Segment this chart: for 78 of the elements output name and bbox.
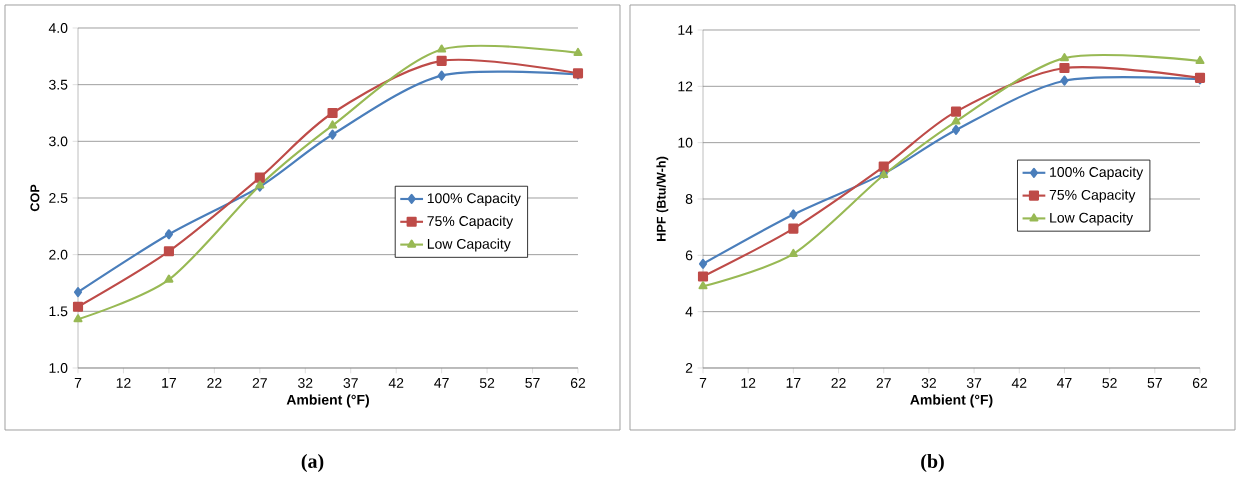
x-tick-label: 22 <box>207 378 222 388</box>
point <box>697 271 709 282</box>
point <box>698 281 708 290</box>
x-tick-label: 47 <box>434 378 449 388</box>
y-tick-label: 8 <box>685 194 693 204</box>
y-tick-label: 6 <box>685 250 693 261</box>
x-axis-title: Ambient (°F) <box>286 394 369 408</box>
point <box>73 314 83 323</box>
x-tick-label: 12 <box>116 378 131 388</box>
x-tick-label: 42 <box>1011 378 1027 388</box>
y-tick-label: 3.5 <box>49 79 68 90</box>
legend-label: Low Capacity <box>427 238 511 252</box>
x-tick-label: 22 <box>831 378 846 388</box>
y-tick-label: 4 <box>685 306 693 317</box>
y-tick-label: 1.5 <box>49 306 68 317</box>
x-tick-label: 17 <box>162 378 176 388</box>
x-tick-label: 62 <box>1192 378 1208 388</box>
x-tick-label: 32 <box>921 378 936 388</box>
point <box>1195 55 1205 65</box>
text: (a) <box>301 453 324 473</box>
y-tick-label: 2 <box>685 363 693 373</box>
y-tick-label: 4.0 <box>48 23 68 33</box>
point <box>436 55 447 66</box>
point <box>878 161 889 172</box>
x-tick-label: 57 <box>1147 378 1162 388</box>
x-tick-label: 7 <box>74 378 82 388</box>
y-axis-title: COP <box>30 184 40 212</box>
legend-label: 100% Capacity <box>427 192 521 206</box>
point <box>73 286 83 298</box>
legend-label: Low Capacity <box>1050 212 1134 226</box>
point <box>254 172 265 183</box>
y-tick-label: 2.0 <box>49 249 68 260</box>
point <box>1059 53 1069 62</box>
point <box>950 106 962 117</box>
x-tick-label: 7 <box>699 378 707 388</box>
point <box>327 107 338 119</box>
y-tick-label: 14 <box>678 25 693 35</box>
point <box>72 301 84 312</box>
point <box>788 223 799 234</box>
x-tick-label: 27 <box>252 378 267 388</box>
y-tick-label: 3.0 <box>49 136 68 147</box>
point <box>164 229 173 240</box>
x-axis-title: Ambient (°F) <box>910 394 993 408</box>
point <box>163 246 174 257</box>
x-tick-label: 57 <box>525 378 540 388</box>
point <box>573 47 583 56</box>
y-tick-label: 1.0 <box>49 363 68 373</box>
point <box>437 44 447 53</box>
y-tick-label: 12 <box>678 81 693 92</box>
x-tick-label: 62 <box>570 378 586 388</box>
legend-label: 100% Capacity <box>1050 166 1144 180</box>
point <box>789 209 798 220</box>
point <box>951 124 961 136</box>
point <box>951 116 961 125</box>
x-tick-label: 27 <box>876 378 891 388</box>
point <box>788 248 798 257</box>
point <box>698 258 708 269</box>
x-tick-label: 52 <box>479 378 495 388</box>
x-tick-label: 42 <box>388 378 404 388</box>
point <box>1059 62 1070 74</box>
point <box>328 120 338 129</box>
y-tick-label: 2.5 <box>49 193 68 203</box>
point <box>164 274 174 283</box>
x-tick-label: 12 <box>741 378 756 388</box>
legend-label: 75% Capacity <box>427 215 514 229</box>
text: (b) <box>921 453 944 473</box>
point <box>1060 75 1069 86</box>
legend-label: 75% Capacity <box>1049 189 1136 203</box>
x-tick-label: 37 <box>966 378 982 388</box>
y-tick-label: 10 <box>678 137 693 148</box>
x-tick-label: 17 <box>786 378 801 388</box>
point <box>437 70 446 81</box>
x-tick-label: 37 <box>343 378 358 388</box>
x-tick-label: 47 <box>1056 378 1072 388</box>
y-axis-title: HPF (Btu/W-h) <box>656 156 669 241</box>
point <box>328 129 337 140</box>
x-tick-label: 52 <box>1102 378 1117 388</box>
x-tick-label: 32 <box>298 378 313 388</box>
